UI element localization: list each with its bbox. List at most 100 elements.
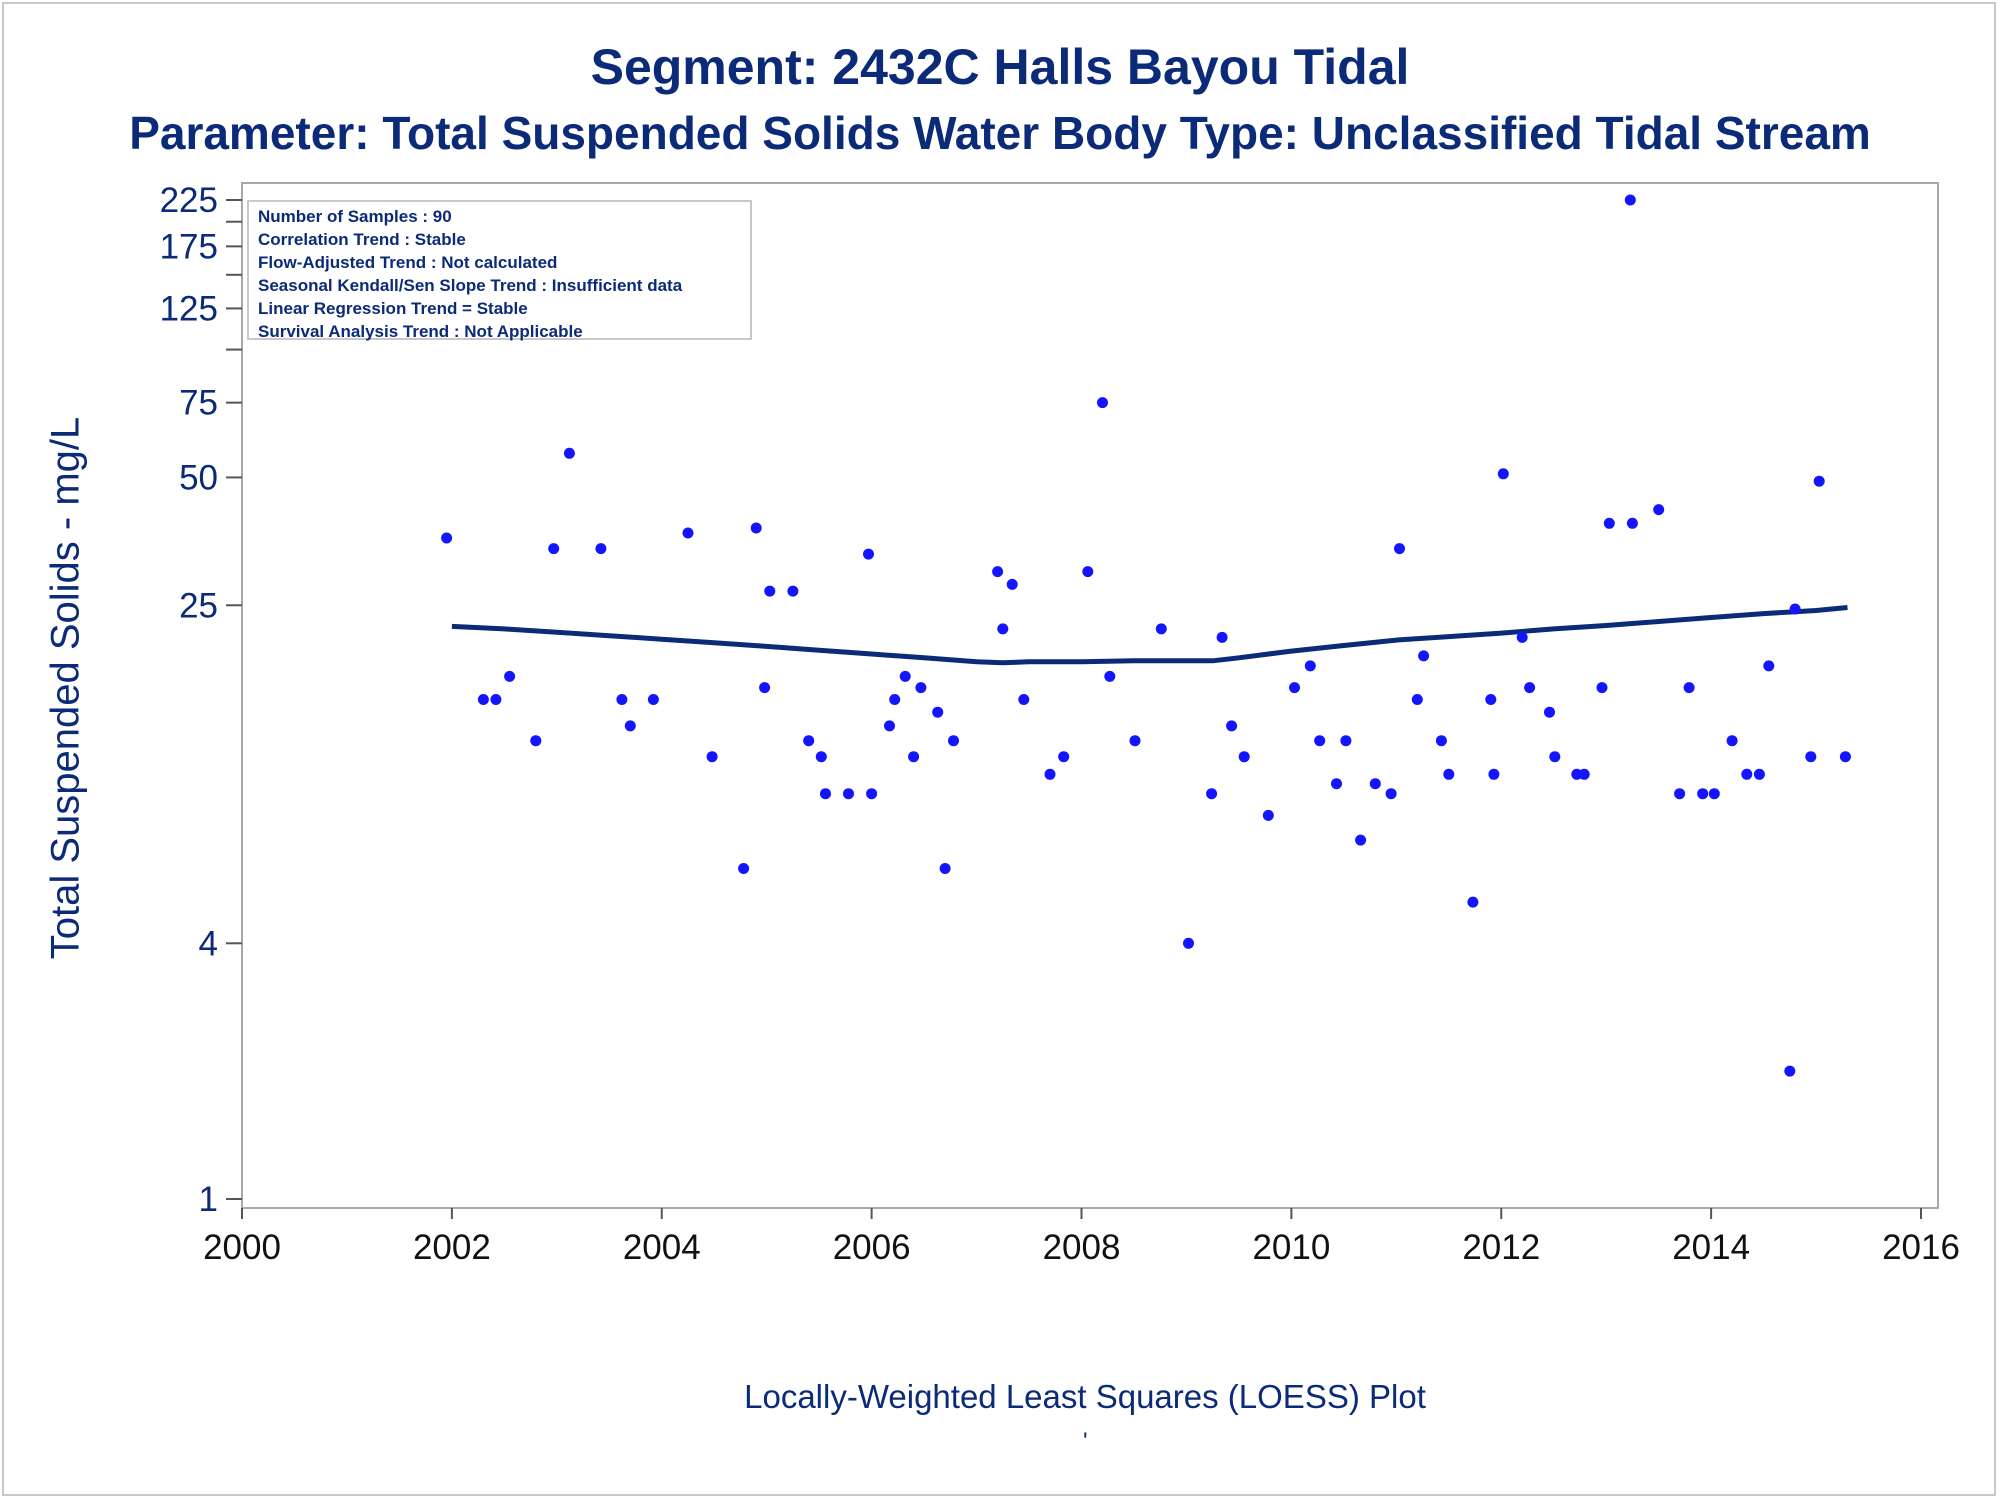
data-point [1708,788,1720,800]
data-point [1726,735,1738,747]
stat-seasonal-kendall-trend: Seasonal Kendall/Sen Slope Trend : Insuf… [258,276,683,295]
data-point [843,788,854,800]
loess-trend-line [451,605,1848,666]
data-point [1411,694,1423,705]
data-point [820,788,831,800]
data-point [1549,751,1561,763]
data-point [1314,735,1326,747]
data-point [764,585,776,597]
y-tick-label: 1 [199,1180,218,1219]
data-point [889,694,901,705]
data-point [939,863,951,874]
data-point [477,694,489,705]
y-tick-label: 4 [199,924,218,963]
data-point [803,735,815,747]
data-point [1626,517,1638,529]
data-point [548,543,560,555]
y-tick-label: 25 [179,586,218,625]
data-point [1262,809,1274,821]
points-layer [441,194,1851,1077]
data-point [1624,194,1636,206]
data-point [997,623,1009,635]
loess-line-layer [451,605,1848,666]
data-point [441,532,453,544]
data-point [1805,751,1817,763]
data-point [530,735,542,747]
footnote-mark: ' [1083,1428,1088,1455]
data-point [866,788,878,800]
data-point [1753,768,1765,780]
data-point [738,863,750,874]
data-point [1683,682,1695,694]
data-point [647,694,659,705]
data-point [815,751,827,763]
data-point [1524,682,1536,694]
data-point [1340,735,1352,747]
data-point [750,522,762,534]
data-point [1488,768,1500,780]
data-point [1183,937,1194,949]
x-tick-label: 2012 [1462,1228,1540,1267]
data-point [1206,788,1218,800]
data-point [563,447,575,459]
plot-method-footnote: Locally-Weighted Least Squares (LOESS) P… [744,1378,1426,1415]
data-point [682,527,694,539]
data-point [1485,694,1497,705]
plot-area-border [241,182,1939,1209]
data-point [1674,788,1686,800]
data-point [1839,751,1851,763]
data-point [1394,543,1405,555]
data-point [884,720,895,732]
axes: 2000 2002 2004 2006 2008 2010 2012 2014 2016 1 4 25… [160,181,1960,1267]
data-point [1216,631,1228,643]
data-point [908,751,920,763]
data-point [1129,735,1141,747]
stat-linear-regression-trend: Linear Regression Trend = Stable [258,299,528,318]
y-tick-label: 50 [179,458,218,497]
data-point [1058,751,1070,763]
x-tick-label: 2002 [413,1228,491,1267]
data-point [616,694,628,705]
data-point [1741,768,1753,780]
data-point [1097,397,1108,409]
data-point [624,720,636,732]
x-tick-label: 2016 [1882,1228,1960,1267]
x-tick-label: 2000 [203,1228,281,1267]
data-point [1226,720,1238,732]
data-point [1018,694,1030,705]
y-tick-label: 225 [160,181,218,220]
chart-subtitle: Parameter: Total Suspended Solids Water … [129,107,1871,159]
data-point [1813,475,1825,487]
data-point [706,751,718,763]
data-point [1355,834,1367,846]
x-tick-label: 2010 [1252,1228,1330,1267]
chart-title: Segment: 2432C Halls Bayou Tidal [590,39,1410,95]
data-point [1331,778,1342,790]
data-point [1603,517,1615,529]
data-point [1763,660,1775,672]
data-point [490,694,502,705]
y-tick-label: 75 [179,384,218,423]
data-point [915,682,927,694]
data-point [1289,682,1300,694]
data-point [1006,578,1018,590]
stat-survival-analysis-trend: Survival Analysis Trend : Not Applicable [258,322,583,341]
data-point [1082,566,1094,578]
data-point [1044,768,1056,780]
data-point [1369,778,1381,790]
stat-correlation-trend: Correlation Trend : Stable [258,230,466,249]
y-tick-label: 125 [160,289,218,328]
data-point [759,682,771,694]
stat-number-of-samples: Number of Samples : 90 [258,207,452,226]
trend-stats-box: Number of Samples : 90 Correlation Trend… [247,200,752,341]
data-point [787,585,799,597]
y-tick-label: 175 [160,227,218,266]
data-point [1784,1065,1796,1077]
data-point [948,735,959,747]
data-point [1418,650,1430,662]
data-point [1544,706,1555,718]
data-point [1155,623,1167,635]
data-point [1653,504,1665,516]
